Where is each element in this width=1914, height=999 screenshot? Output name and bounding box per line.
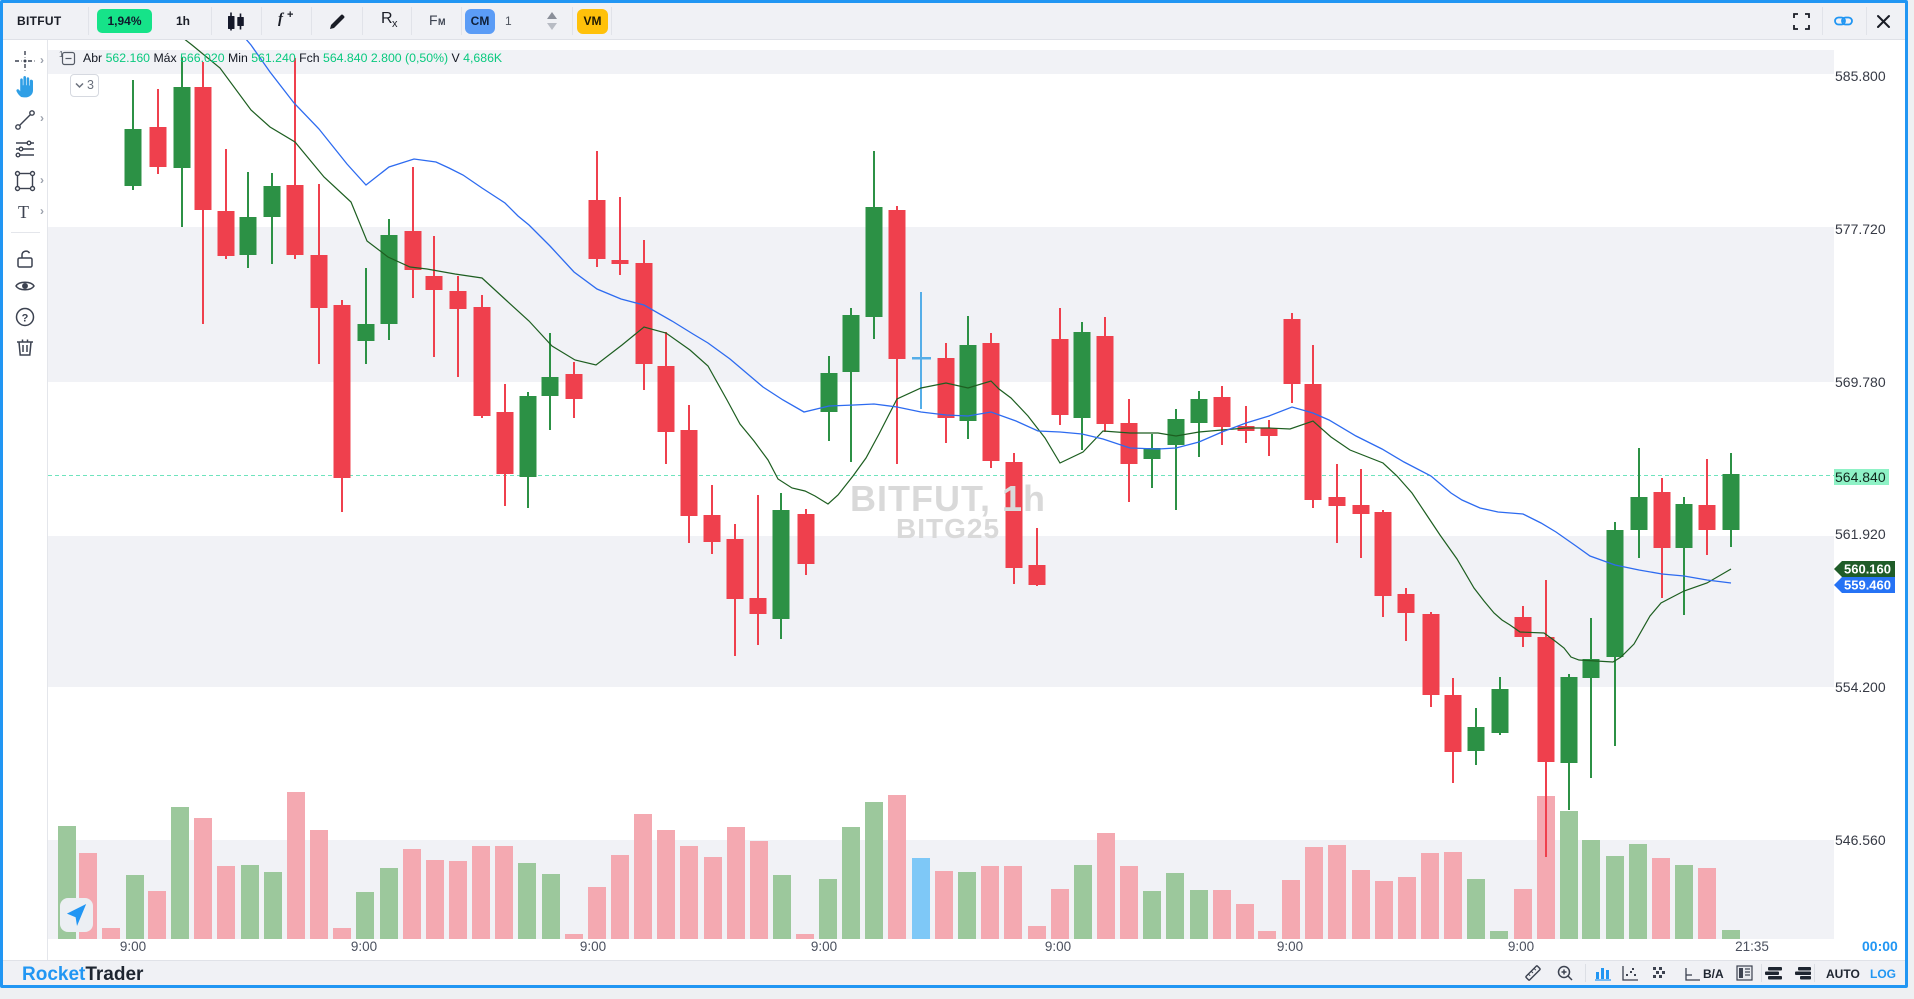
svg-text:?: ? [22,313,29,325]
svg-text:559.460: 559.460 [1844,578,1891,593]
svg-text:1: 1 [59,50,64,59]
svg-text:560.160: 560.160 [1844,562,1891,577]
